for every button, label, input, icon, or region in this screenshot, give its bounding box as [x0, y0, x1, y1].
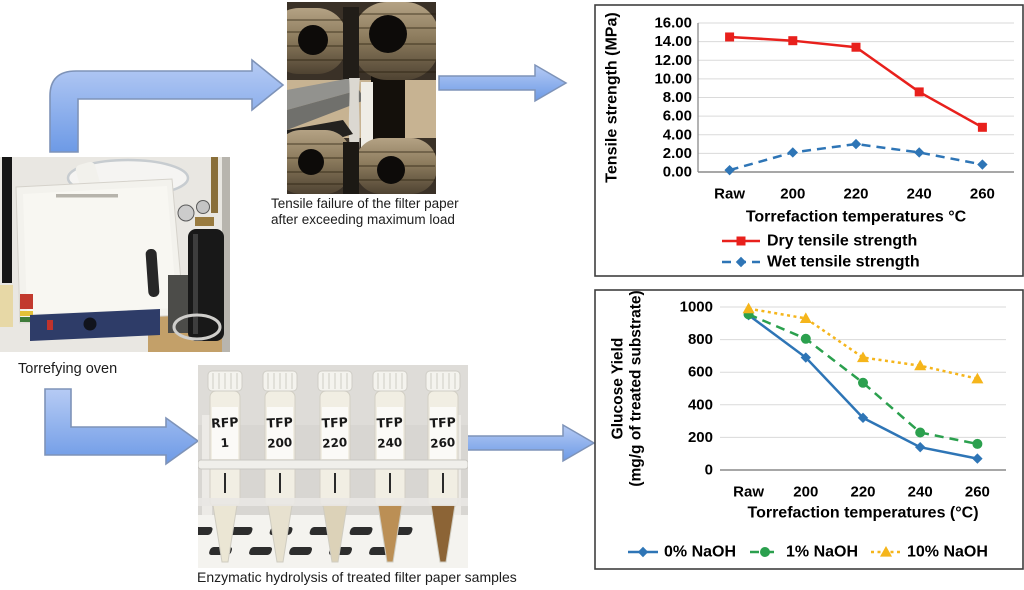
tube-label-line2: 1 — [220, 436, 229, 451]
arrow-shape — [44, 388, 200, 466]
y-axis: 1000 800 600 400 200 0 — [680, 299, 1006, 479]
tubes-caption: Enzymatic hydrolysis of treated filter p… — [197, 569, 517, 585]
tube-label-line2: 220 — [322, 435, 348, 451]
tubes-photo: RFP 1 TFP 200 TFP 220 TFP 240 TFP 260 — [198, 365, 468, 568]
y-tick-label: 6.00 — [663, 108, 692, 125]
oven-photo-art — [0, 157, 230, 352]
tensile-photo-art — [287, 2, 436, 194]
top-grips — [287, 2, 436, 80]
legend-label: 10% NaOH — [907, 544, 988, 561]
y-tick-label: 800 — [688, 331, 713, 348]
chart-border — [594, 4, 1024, 277]
flow-arrow-tubes-to-chart-icon — [466, 423, 596, 463]
x-tick-label: 200 — [780, 186, 805, 203]
y-tick-label: 12.00 — [654, 52, 692, 69]
oven-caption: Torrefying oven — [18, 361, 118, 377]
y-tick-label: 200 — [688, 429, 713, 446]
series-dry-tensile-strength — [725, 32, 987, 132]
arrow-shape — [49, 58, 285, 153]
x-axis-title: Torrefaction temperatures (°C) — [747, 505, 978, 522]
tube-label-line1: TFP — [266, 414, 293, 430]
y-tick-label: 8.00 — [663, 89, 692, 106]
legend-label: Dry tensile strength — [767, 233, 917, 250]
tubes-photo-art: RFP 1 TFP 200 TFP 220 TFP 240 TFP 260 — [198, 365, 468, 568]
x-tick-label: 200 — [793, 484, 818, 501]
tube-label-line1: RFP — [211, 414, 239, 430]
y-tick-label: 600 — [688, 364, 713, 381]
legend-label: Wet tensile strength — [767, 254, 920, 271]
y-tick-label: 14.00 — [654, 33, 692, 50]
tube-label-line1: TFP — [376, 414, 403, 430]
tube-label-line1: TFP — [321, 414, 348, 430]
legend-label: 1% NaOH — [786, 544, 858, 561]
x-tick-label: 260 — [965, 484, 990, 501]
glucose-yield-chart: 1000 800 600 400 200 0 Glucose Yield (mg/g of t… — [594, 289, 1024, 570]
x-tick-label: 220 — [843, 186, 868, 203]
flow-arrow-oven-to-tubes-icon — [44, 388, 200, 466]
legend-label: 0% NaOH — [664, 544, 736, 561]
rack-lower-bar — [198, 498, 468, 506]
tube-2: TFP 200 — [262, 370, 298, 563]
x-tick-label: 260 — [970, 186, 995, 203]
tensile-strength-chart: 16.00 14.00 12.00 10.00 8.00 6.00 4.00 2.00 0.00… — [594, 4, 1024, 277]
y-axis-title: (mg/g of treated substrate) — [628, 290, 645, 486]
x-axis-title: Torrefaction temperatures °C — [746, 209, 967, 226]
flow-arrow-tensile-to-chart-icon — [438, 63, 568, 103]
y-tick-label: 4.00 — [663, 126, 692, 143]
tensile-caption: Tensile failure of the filter paper afte… — [271, 196, 459, 228]
x-tick-label: 240 — [907, 186, 932, 203]
arrow-shape — [466, 423, 596, 463]
y-axis-title: Tensile strength (MPa) — [604, 12, 621, 182]
series-10-naoh — [742, 302, 984, 384]
x-tick-label: 220 — [850, 484, 875, 501]
y-axis-title: Glucose Yield — [610, 338, 627, 440]
legend: 0% NaOH 1% NaOH 10% NaOH — [628, 544, 988, 561]
tube-label-line1: TFP — [429, 414, 456, 430]
rack-front-bar — [198, 459, 468, 470]
chart-svg: 1000 800 600 400 200 0 Glucose Yield (mg/g of t… — [594, 289, 1024, 570]
x-tick-label: Raw — [733, 484, 764, 501]
y-tick-label: 0.00 — [663, 164, 692, 181]
y-tick-label: 400 — [688, 396, 713, 413]
tube-3: TFP 220 — [317, 370, 353, 563]
y-tick-label: 2.00 — [663, 145, 692, 162]
y-tick-label: 16.00 — [654, 15, 692, 32]
arrow-shape — [438, 63, 568, 103]
chart-border — [594, 289, 1024, 570]
tube-label-line2: 200 — [267, 435, 293, 451]
flow-arrow-oven-to-tensile-icon — [49, 58, 285, 153]
x-tick-label: Raw — [714, 186, 745, 203]
tube-1: RFP 1 — [207, 370, 243, 563]
tube-label-line2: 260 — [430, 435, 456, 451]
tube-label-line2: 240 — [377, 435, 403, 451]
tensile-photo — [287, 2, 436, 194]
bottom-grips — [287, 130, 436, 194]
y-tick-label: 10.00 — [654, 70, 692, 87]
legend: Dry tensile strength Wet tensile strength — [722, 233, 920, 271]
y-tick-label: 1000 — [680, 299, 713, 316]
y-tick-label: 0 — [705, 462, 713, 479]
x-tick-label: 240 — [908, 484, 933, 501]
tube-4: TFP 240 — [372, 370, 408, 563]
tube-5: TFP 260 — [425, 370, 461, 563]
x-axis: Raw 200 220 240 260 Torrefaction temperatures… — [733, 484, 990, 522]
oven-photo — [0, 157, 230, 352]
